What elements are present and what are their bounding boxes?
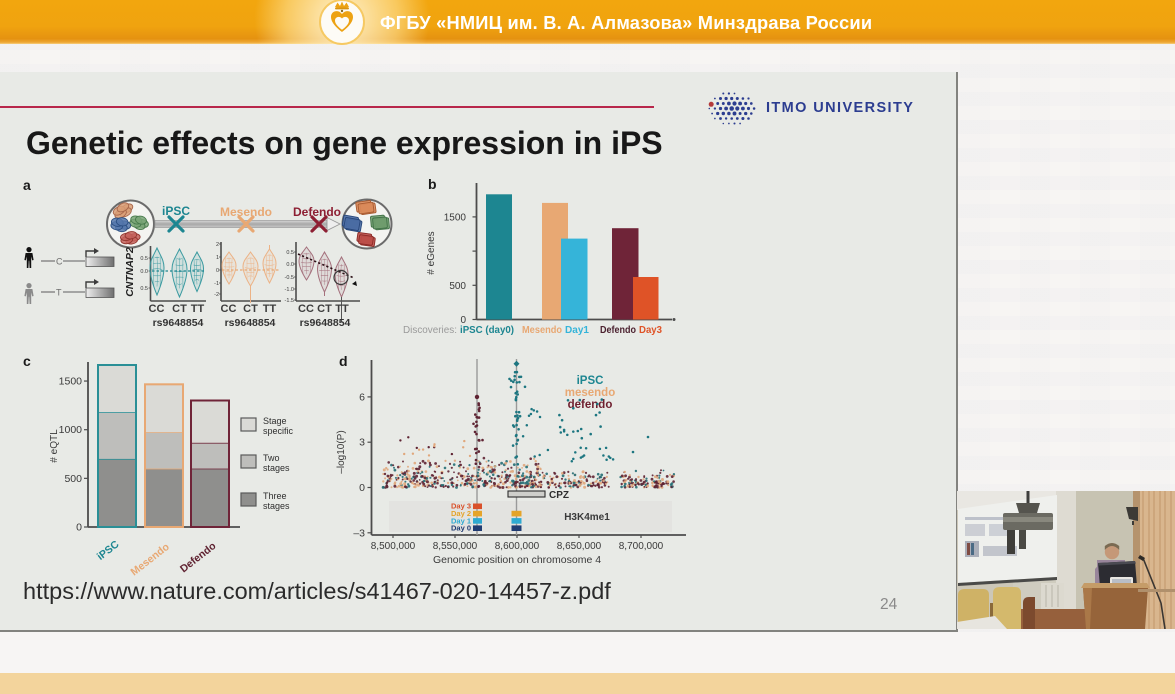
svg-text:H3K4me1: H3K4me1 [564, 512, 610, 523]
svg-text:0.5: 0.5 [140, 256, 148, 262]
svg-text:Defendo: Defendo [600, 325, 636, 336]
svg-text:-0.5: -0.5 [285, 275, 294, 281]
svg-text:Two: Two [263, 453, 280, 463]
svg-text:–log10(P): –log10(P) [336, 430, 347, 473]
svg-text:stages: stages [263, 501, 290, 511]
svg-text:0: 0 [76, 522, 82, 534]
svg-text:CT: CT [317, 303, 332, 315]
svg-text:Mesendo: Mesendo [129, 541, 172, 578]
svg-text:1: 1 [216, 255, 219, 261]
svg-text:iPSC (day0): iPSC (day0) [460, 325, 514, 336]
svg-text:Day1: Day1 [565, 325, 589, 336]
svg-text:Mesendo: Mesendo [522, 325, 562, 336]
svg-text:–3: –3 [353, 527, 365, 539]
svg-text:T: T [56, 288, 62, 298]
svg-text:Defendo: Defendo [178, 540, 218, 575]
svg-text:CC: CC [221, 303, 237, 315]
svg-text:Day 1: Day 1 [451, 516, 471, 525]
svg-text:Defendo: Defendo [293, 205, 341, 219]
svg-text:0.0: 0.0 [140, 269, 148, 275]
svg-text:rs9648854: rs9648854 [300, 317, 351, 329]
svg-text:d: d [339, 353, 348, 369]
svg-text:8,550,000: 8,550,000 [433, 541, 478, 552]
svg-text:b: b [428, 176, 437, 192]
svg-text:6: 6 [359, 391, 365, 403]
svg-text:iPSC: iPSC [95, 538, 122, 563]
svg-text:500: 500 [449, 281, 466, 292]
svg-text:8,650,000: 8,650,000 [557, 541, 602, 552]
svg-text:8,600,000: 8,600,000 [495, 541, 540, 552]
svg-text:iPSC: iPSC [577, 375, 604, 387]
svg-text:stages: stages [263, 463, 290, 473]
svg-text:0: 0 [359, 482, 365, 494]
svg-text:TT: TT [263, 303, 277, 315]
svg-text:-1.5: -1.5 [285, 298, 294, 304]
svg-text:Discoveries:: Discoveries: [403, 325, 457, 336]
svg-text:-1.0: -1.0 [285, 287, 294, 293]
svg-text:CC: CC [298, 303, 314, 315]
svg-text:2: 2 [216, 242, 219, 248]
svg-text:Genomic position on chromosome: Genomic position on chromosome 4 [433, 554, 601, 566]
svg-text:-2: -2 [214, 292, 219, 298]
svg-text:0.0: 0.0 [286, 262, 294, 268]
svg-text:TT: TT [335, 303, 349, 315]
svg-text:rs9648854: rs9648854 [153, 317, 204, 329]
svg-text:Day 2: Day 2 [451, 509, 471, 518]
svg-text:1500: 1500 [59, 376, 83, 388]
svg-text:Day 3: Day 3 [451, 502, 471, 511]
svg-text:0.5: 0.5 [140, 286, 148, 292]
svg-text:CT: CT [243, 303, 258, 315]
svg-text:-1: -1 [214, 281, 219, 287]
svg-text:Three: Three [263, 491, 287, 501]
svg-text:specific: specific [263, 426, 294, 436]
svg-text:3: 3 [359, 437, 365, 449]
svg-text:Day3: Day3 [639, 325, 662, 336]
svg-text:500: 500 [64, 473, 82, 485]
svg-text:iPSC: iPSC [162, 204, 190, 218]
svg-text:Stage: Stage [263, 416, 287, 426]
svg-text:CPZ: CPZ [549, 490, 569, 501]
svg-text:0: 0 [460, 315, 466, 326]
svg-text:# eQTL: # eQTL [49, 429, 60, 463]
svg-text:1000: 1000 [59, 424, 83, 436]
svg-text:Mesendo: Mesendo [220, 205, 272, 219]
svg-text:CC: CC [149, 303, 165, 315]
svg-text:CT: CT [172, 303, 187, 315]
svg-text:# eGenes: # eGenes [426, 231, 437, 274]
svg-text:Day 0: Day 0 [451, 524, 471, 533]
svg-text:8,500,000: 8,500,000 [371, 541, 416, 552]
svg-text:0: 0 [216, 268, 219, 274]
svg-text:defendo: defendo [568, 399, 613, 411]
svg-text:8,700,000: 8,700,000 [619, 541, 664, 552]
svg-text:a: a [23, 177, 31, 193]
svg-text:CNTNAP2: CNTNAP2 [124, 247, 136, 297]
svg-text:TT: TT [191, 303, 205, 315]
svg-text:c: c [23, 353, 31, 369]
svg-text:C: C [56, 257, 63, 267]
svg-text:0.5: 0.5 [286, 250, 294, 256]
svg-text:mesendo: mesendo [565, 387, 616, 399]
svg-text:1500: 1500 [444, 212, 467, 223]
svg-text:rs9648854: rs9648854 [225, 317, 276, 329]
